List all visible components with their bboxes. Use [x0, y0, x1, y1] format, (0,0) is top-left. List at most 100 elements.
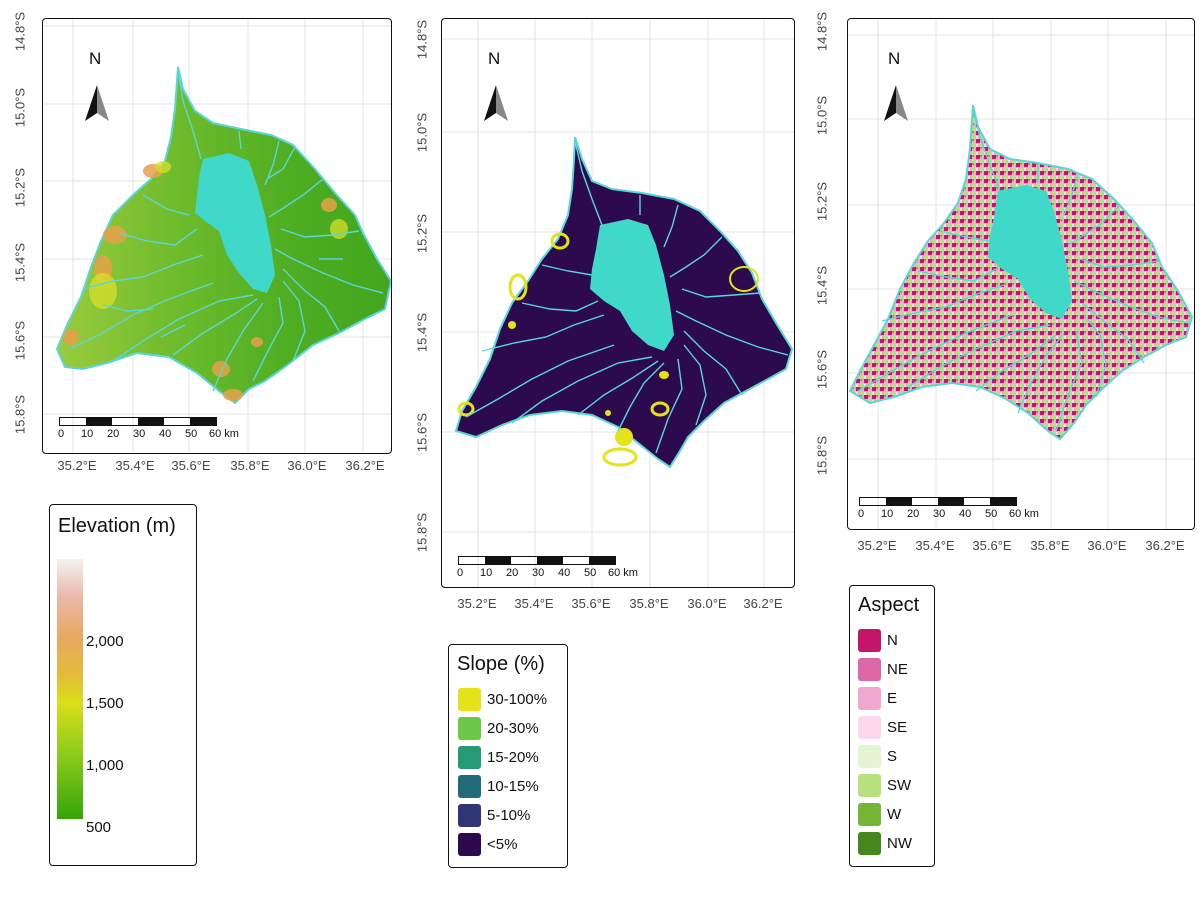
legend-item: N — [858, 628, 898, 652]
legend-swatch — [858, 686, 881, 710]
north-arrow-icon — [884, 85, 908, 121]
lon-label: 36.0°E — [687, 596, 727, 611]
lat-label: 15.2°S — [414, 213, 430, 254]
lat-label: 14.8°S — [814, 11, 830, 52]
legend-swatch — [858, 831, 881, 855]
lon-label: 35.8°E — [1030, 538, 1070, 553]
scale-bar-label: 50 — [185, 428, 198, 440]
scale-bar-label: 50 — [584, 567, 597, 579]
scale-bar-label: 60 km — [209, 428, 239, 440]
north-arrow-label: N — [89, 49, 102, 68]
slope-legend: Slope (%) 30-100% 20-30% 15-20% 10-15% 5… — [448, 644, 568, 868]
lat-label: 15.8°S — [12, 394, 28, 435]
north-arrow-label: N — [888, 49, 901, 68]
scale-bar-label: 50 — [985, 508, 998, 520]
legend-swatch — [858, 773, 881, 797]
elevation-legend: Elevation (m) 2,000 1,500 1,000 500 — [49, 504, 197, 866]
lat-label: 15.8°S — [814, 435, 830, 476]
legend-swatch — [858, 802, 881, 826]
scale-bar — [458, 556, 616, 565]
north-arrow-icon — [484, 85, 508, 121]
legend-item: 5-10% — [458, 803, 530, 827]
scale-bar-label: 40 — [959, 508, 972, 520]
lat-label: 14.8°S — [414, 19, 430, 60]
scale-bar-label: 10 — [881, 508, 894, 520]
lon-label: 36.2°E — [345, 458, 385, 473]
lon-label: 35.2°E — [457, 596, 497, 611]
lon-label: 35.4°E — [514, 596, 554, 611]
lat-label: 15.4°S — [814, 265, 830, 306]
legend-swatch — [458, 745, 481, 769]
lat-label: 15.6°S — [814, 349, 830, 390]
lat-label: 15.2°S — [12, 167, 28, 208]
lon-label: 35.6°E — [571, 596, 611, 611]
lat-label: 15.8°S — [414, 512, 430, 553]
lon-label: 35.4°E — [115, 458, 155, 473]
lat-label: 15.2°S — [814, 181, 830, 222]
legend-item: 20-30% — [458, 716, 539, 740]
lake — [590, 219, 674, 351]
legend-item: 30-100% — [458, 687, 547, 711]
legend-swatch — [858, 628, 881, 652]
legend-item: NE — [858, 657, 908, 681]
lat-label: 15.0°S — [814, 95, 830, 136]
lat-label: 15.0°S — [12, 87, 28, 128]
lat-label: 14.8°S — [12, 11, 28, 52]
lat-label: 15.6°S — [414, 412, 430, 453]
lon-label: 35.6°E — [972, 538, 1012, 553]
lon-label: 36.2°E — [743, 596, 783, 611]
elevation-map-frame: N 0 10 20 30 40 50 60 km — [42, 18, 392, 454]
elevation-colorbar — [57, 559, 83, 819]
slope-map-canvas — [442, 19, 794, 587]
lon-label: 36.2°E — [1145, 538, 1185, 553]
scale-bar-label: 10 — [480, 567, 493, 579]
legend-item: <5% — [458, 832, 517, 856]
legend-title: Slope (%) — [457, 653, 545, 675]
legend-swatch — [458, 716, 481, 740]
legend-item: SW — [858, 773, 911, 797]
north-arrow-label: N — [488, 49, 501, 68]
river-network — [857, 108, 1189, 432]
colorbar-tick: 1,500 — [86, 695, 124, 712]
aspect-map-canvas — [848, 19, 1194, 529]
scale-bar-label: 10 — [81, 428, 94, 440]
scale-bar-label: 0 — [858, 508, 865, 520]
lon-label: 35.8°E — [629, 596, 669, 611]
lake — [195, 153, 275, 293]
legend-item: 15-20% — [458, 745, 539, 769]
lon-label: 35.4°E — [915, 538, 955, 553]
legend-swatch — [858, 715, 881, 739]
legend-title: Elevation (m) — [58, 515, 176, 537]
legend-swatch — [858, 744, 881, 768]
lon-label: 35.6°E — [171, 458, 211, 473]
scale-bar-label: 40 — [159, 428, 172, 440]
steep-slope-patches — [457, 232, 759, 467]
scale-bar-label: 0 — [58, 428, 65, 440]
slope-map-frame: N 0 10 20 30 40 50 60 km — [441, 18, 795, 588]
legend-swatch — [458, 687, 481, 711]
scale-bar-label: 20 — [506, 567, 519, 579]
legend-item: W — [858, 802, 901, 826]
legend-swatch — [458, 832, 481, 856]
scale-bar-label: 60 km — [1009, 508, 1039, 520]
scale-bar-label: 20 — [907, 508, 920, 520]
legend-item: NW — [858, 831, 912, 855]
lon-label: 36.0°E — [1087, 538, 1127, 553]
elevation-map-canvas — [43, 19, 391, 453]
legend-item: E — [858, 686, 897, 710]
scale-bar-label: 30 — [532, 567, 545, 579]
lake — [988, 185, 1072, 319]
lon-label: 35.8°E — [230, 458, 270, 473]
aspect-legend: Aspect N NE E SE S SW W NW — [849, 585, 935, 867]
scale-bar — [59, 417, 217, 426]
lat-label: 15.6°S — [12, 320, 28, 361]
legend-title: Aspect — [858, 594, 920, 616]
legend-swatch — [458, 774, 481, 798]
legend-item: S — [858, 744, 897, 768]
colorbar-tick: 2,000 — [86, 633, 124, 650]
lat-label: 15.4°S — [414, 312, 430, 353]
lon-label: 35.2°E — [857, 538, 897, 553]
colorbar-tick: 1,000 — [86, 757, 124, 774]
scale-bar-label: 60 km — [608, 567, 638, 579]
legend-item: 10-15% — [458, 774, 539, 798]
